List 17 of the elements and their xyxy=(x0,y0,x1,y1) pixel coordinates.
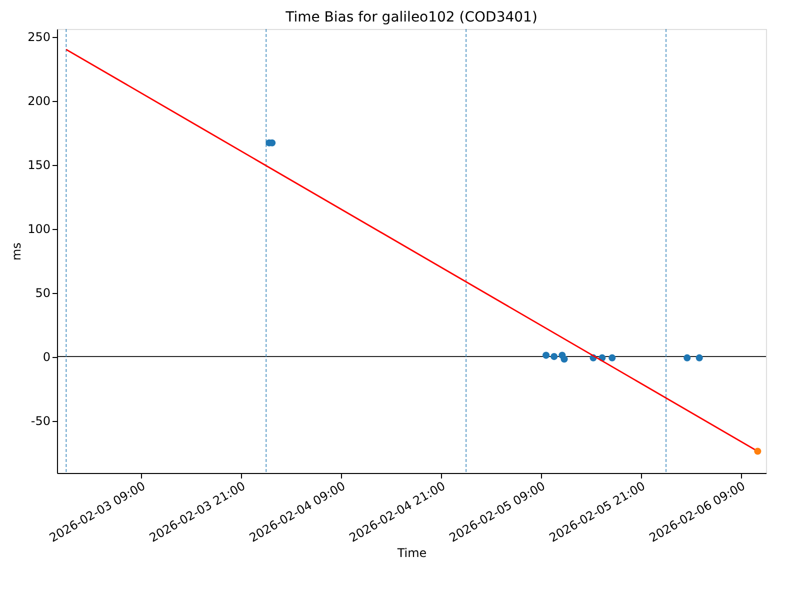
y-axis-title: ms xyxy=(10,242,24,260)
x-axis-title: Time xyxy=(396,546,427,560)
point xyxy=(608,354,616,362)
y-tick-label: 100 xyxy=(28,222,50,236)
point xyxy=(542,352,550,359)
y-tick-label: 50 xyxy=(35,286,50,300)
point xyxy=(754,448,762,455)
point xyxy=(560,356,568,363)
y-tick-label: 200 xyxy=(28,94,50,108)
y-tick-label: -50 xyxy=(30,414,50,428)
y-tick-label: 250 xyxy=(28,30,50,44)
point xyxy=(684,354,691,362)
chart-title: Time Bias for galileo102 (COD3401) xyxy=(284,10,538,26)
point xyxy=(696,354,703,362)
point xyxy=(550,353,558,360)
y-tick-label: 150 xyxy=(28,158,50,172)
y-tick-label: 0 xyxy=(42,350,50,364)
